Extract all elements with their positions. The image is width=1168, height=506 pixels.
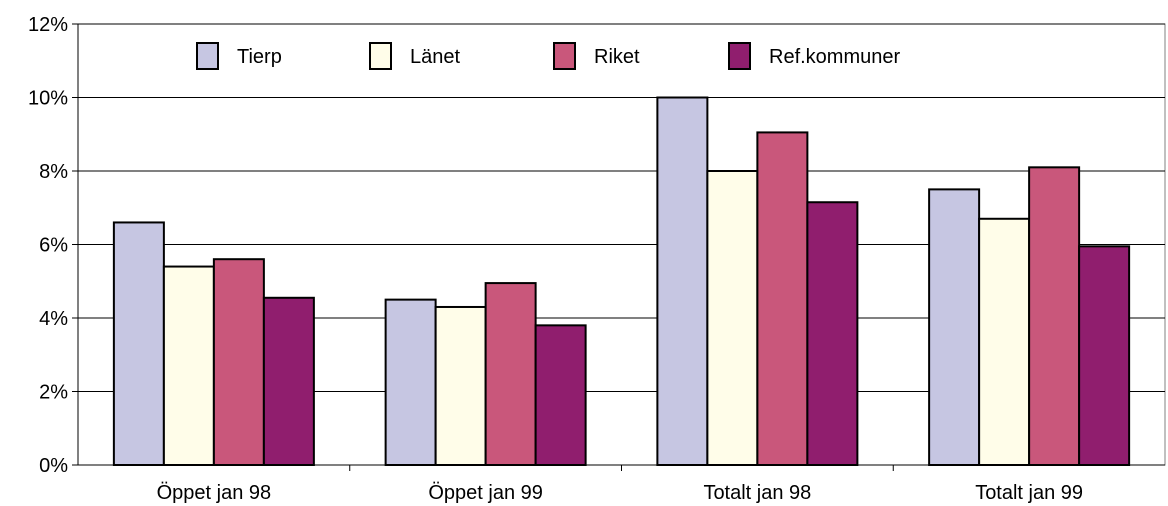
bar-tierp-1	[112, 221, 165, 466]
bar-l-net-4	[978, 217, 1031, 466]
bar-riket-2	[484, 282, 537, 466]
bar-ref-kommuner-2	[534, 324, 587, 466]
bar-riket-4	[1028, 166, 1081, 466]
y-tick-label: 2%	[39, 382, 68, 404]
legend-label: Riket	[594, 46, 640, 68]
bar-tierp-4	[928, 188, 981, 466]
bar-l-net-2	[434, 305, 487, 466]
bar-l-net-3	[706, 170, 759, 466]
bar-l-net-1	[162, 265, 215, 466]
x-axis-category-labels: Öppet jan 98 Öppet jan 99 Totalt jan 98 Tot…	[157, 482, 1083, 504]
y-tick-label: 12%	[28, 14, 68, 36]
y-axis-tick-labels: 0% 2% 4% 6% 8% 10% 12%	[28, 14, 68, 477]
y-tick-label: 6%	[39, 235, 68, 257]
bar-tierp-2	[384, 298, 437, 466]
legend: Tierp Länet Riket Ref.kommuner	[196, 42, 900, 70]
y-tick-label: 10%	[28, 88, 68, 110]
x-category-label: Öppet jan 99	[428, 482, 543, 504]
legend-label: Ref.kommuner	[769, 46, 900, 68]
x-category-label: Totalt jan 99	[975, 482, 1083, 504]
legend-label: Tierp	[237, 46, 282, 68]
legend-swatch-l-net	[369, 42, 392, 70]
bar-riket-1	[212, 258, 265, 467]
bar-riket-3	[756, 131, 809, 466]
bars	[112, 96, 1131, 467]
legend-swatch-riket	[553, 42, 576, 70]
x-category-label: Totalt jan 98	[703, 482, 811, 504]
y-tick-label: 4%	[39, 308, 68, 330]
bar-tierp-3	[656, 96, 709, 466]
legend-label: Länet	[410, 46, 460, 68]
legend-swatch-ref-kommuner	[728, 42, 751, 70]
axes	[72, 23, 1165, 471]
legend-swatch-tierp	[196, 42, 219, 70]
x-category-label: Öppet jan 98	[157, 482, 272, 504]
bar-ref-kommuner-3	[806, 201, 859, 467]
bar-ref-kommuner-1	[262, 296, 315, 466]
bar-ref-kommuner-4	[1078, 245, 1131, 466]
y-tick-label: 8%	[39, 161, 68, 183]
y-tick-label: 0%	[39, 455, 68, 477]
